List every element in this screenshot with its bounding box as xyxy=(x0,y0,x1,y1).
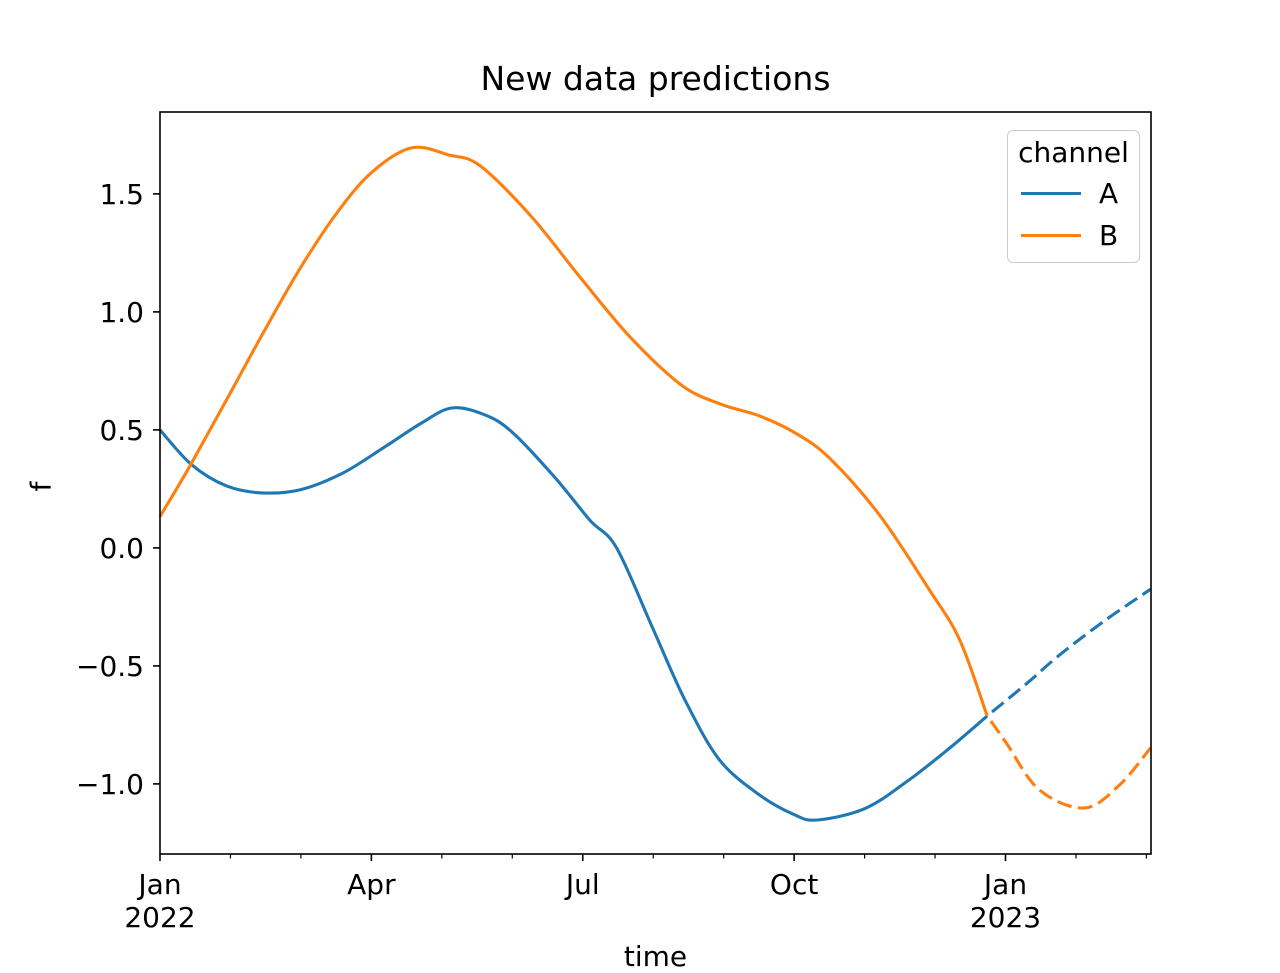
legend-label-b: B xyxy=(1099,219,1119,252)
y-axis-label: f xyxy=(24,481,58,492)
x-tick-label: Jan xyxy=(982,868,1027,901)
legend-label-a: A xyxy=(1099,177,1119,210)
x-tick-label: Jan xyxy=(136,868,181,901)
y-tick-label: −1.0 xyxy=(76,768,144,801)
x-tick-label: 2022 xyxy=(124,901,195,934)
series-b-observed-line xyxy=(158,145,989,717)
series-a-observed-line xyxy=(158,406,989,822)
y-tick-label: −0.5 xyxy=(76,650,144,683)
legend-box: channel A B xyxy=(1007,130,1140,263)
plot-border xyxy=(159,111,1152,855)
x-tick-label: Apr xyxy=(347,868,396,901)
y-tick-label: 0.5 xyxy=(99,414,144,447)
series-a-line-icon xyxy=(1021,191,1081,196)
series-a-forecast-line xyxy=(986,587,1152,718)
series-b-forecast-line xyxy=(985,715,1152,810)
x-axis-label: time xyxy=(623,940,688,973)
x-tick-label: Oct xyxy=(770,868,818,901)
y-tick-label: 0.0 xyxy=(99,532,144,565)
x-tick-label: Jul xyxy=(564,868,600,901)
legend-item-b: B xyxy=(1021,219,1118,252)
y-tick-label: 1.5 xyxy=(99,178,144,211)
y-tick-label: 1.0 xyxy=(99,296,144,329)
x-tick-label: 2023 xyxy=(970,901,1041,934)
legend-title: channel xyxy=(1018,136,1129,169)
chart-title: New data predictions xyxy=(480,59,831,98)
series-b-line-icon xyxy=(1021,233,1081,238)
legend-item-a: A xyxy=(1021,177,1118,210)
